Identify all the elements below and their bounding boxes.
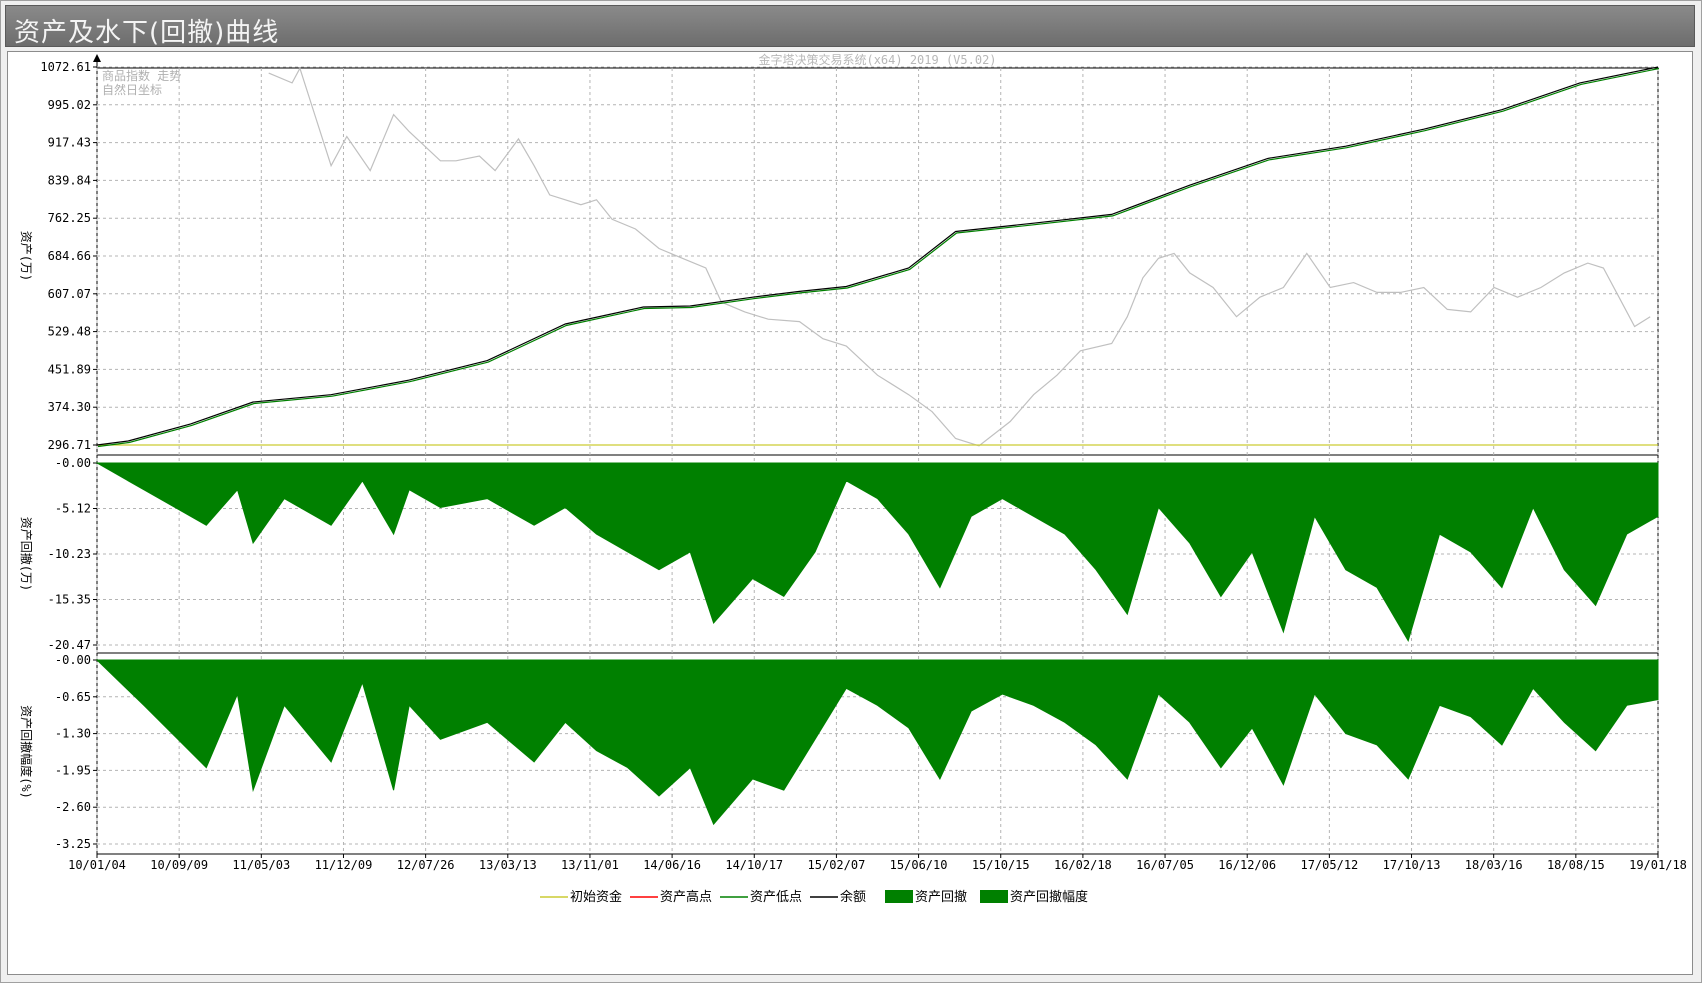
x-tick-label: 13/11/01 bbox=[561, 858, 619, 872]
legend-swatch-box bbox=[980, 890, 1008, 903]
y-tick-label: -0.00 bbox=[55, 653, 91, 667]
y-tick-label: 684.66 bbox=[48, 249, 91, 263]
x-tick-label: 10/01/04 bbox=[68, 858, 126, 872]
y-tick-label: -1.30 bbox=[55, 727, 91, 741]
y-tick-label: 451.89 bbox=[48, 362, 91, 376]
commodity-index-line bbox=[268, 66, 1651, 447]
y-tick-label: -20.47 bbox=[48, 638, 91, 652]
x-tick-label: 16/07/05 bbox=[1136, 858, 1194, 872]
y-tick-label: -2.60 bbox=[55, 800, 91, 814]
legend-label: 资产回撤 bbox=[915, 889, 967, 905]
series-drawdown-pct-area bbox=[95, 659, 1659, 826]
y-tick-label: -15.35 bbox=[48, 593, 91, 607]
series-asset-low bbox=[97, 67, 1660, 448]
y-tick-label: -3.25 bbox=[55, 837, 91, 851]
x-tick-label: 18/03/16 bbox=[1465, 858, 1523, 872]
x-tick-label: 11/12/09 bbox=[315, 858, 373, 872]
watermark-text: 金字塔决策交易系统(x64) 2019 (V5.02) bbox=[758, 52, 996, 67]
y-tick-label: 995.02 bbox=[48, 98, 91, 112]
y-tick-label: 374.30 bbox=[48, 400, 91, 414]
x-tick-label: 16/12/06 bbox=[1218, 858, 1276, 872]
y-tick-label: -10.23 bbox=[48, 547, 91, 561]
y-tick-label: 762.25 bbox=[48, 211, 91, 225]
x-tick-label: 15/06/10 bbox=[890, 858, 948, 872]
x-tick-label: 11/05/03 bbox=[232, 858, 290, 872]
y-tick-label: -5.12 bbox=[55, 502, 91, 516]
x-tick-label: 14/06/16 bbox=[643, 858, 701, 872]
legend-label: 资产高点 bbox=[660, 889, 712, 905]
x-tick-label: 15/02/07 bbox=[808, 858, 866, 872]
x-tick-label: 16/02/18 bbox=[1054, 858, 1112, 872]
x-tick-label: 15/10/15 bbox=[972, 858, 1030, 872]
y-tick-label: -1.95 bbox=[55, 763, 91, 777]
y-tick-label: 296.71 bbox=[48, 438, 91, 452]
legend-label: 资产低点 bbox=[750, 890, 802, 905]
legend-swatch-box bbox=[885, 890, 913, 903]
y-tick-label: -0.00 bbox=[55, 456, 91, 470]
x-tick-label: 14/10/17 bbox=[725, 858, 783, 872]
chart-frame: 金字塔决策交易系统(x64) 2019 (V5.02) 10/01/04 10/09… bbox=[7, 51, 1693, 975]
y-axis-label: 资产回撤(万) bbox=[19, 517, 34, 591]
window-titlebar: 资产及水下(回撤)曲线 bbox=[5, 5, 1695, 48]
x-tick-label: 17/10/13 bbox=[1383, 858, 1441, 872]
y-tick-label: 607.07 bbox=[48, 287, 91, 301]
y-tick-label: -0.65 bbox=[55, 690, 91, 704]
equity-chart: 金字塔决策交易系统(x64) 2019 (V5.02) 10/01/04 10/09… bbox=[19, 52, 1687, 905]
y-tick-label: 839.84 bbox=[48, 173, 91, 187]
y-tick-label: 917.43 bbox=[48, 136, 91, 150]
legend-label: 余额 bbox=[840, 889, 866, 905]
x-tick-label: 10/09/09 bbox=[150, 858, 208, 872]
y-axis-label: 资产回撤幅度(%) bbox=[19, 705, 34, 799]
y-tick-label: 529.48 bbox=[48, 325, 91, 339]
y-tick-label: 1072.61 bbox=[40, 60, 91, 74]
x-tick-label: 18/08/15 bbox=[1547, 858, 1605, 872]
legend-label: 资产回撤幅度 bbox=[1010, 889, 1088, 905]
x-tick-label: 13/03/13 bbox=[479, 858, 537, 872]
series-balance bbox=[96, 66, 1659, 446]
legend-label: 初始资金 bbox=[570, 889, 622, 905]
series-drawdown-area bbox=[95, 462, 1659, 643]
chart-note: 自然日坐标 bbox=[102, 82, 162, 97]
chart-note: 商品指数 走势 bbox=[102, 68, 181, 83]
x-tick-label: 17/05/12 bbox=[1300, 858, 1358, 872]
window-title: 资产及水下(回撤)曲线 bbox=[14, 18, 280, 48]
x-tick-label: 12/07/26 bbox=[397, 858, 455, 872]
y-axis-label: 资产(万) bbox=[19, 231, 33, 281]
x-tick-label: 19/01/18 bbox=[1629, 858, 1687, 872]
